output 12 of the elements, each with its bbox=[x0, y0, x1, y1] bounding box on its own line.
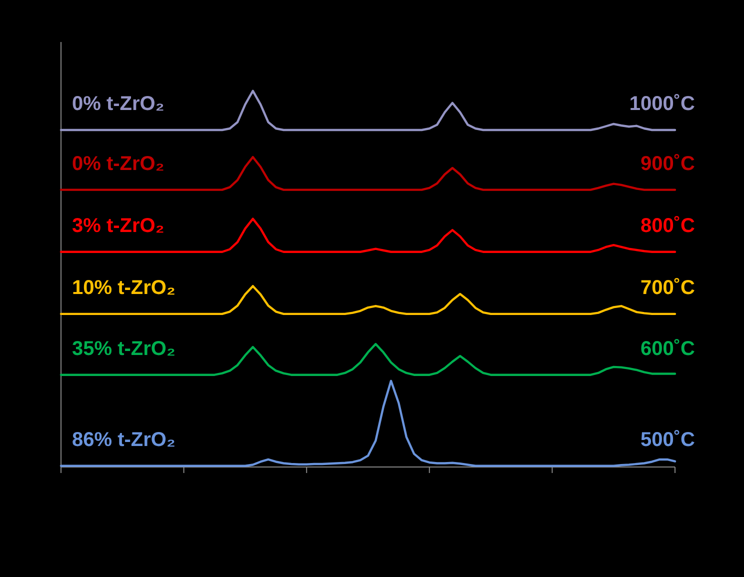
annotation: 0% t-ZrO₂ bbox=[72, 152, 164, 175]
annotation: 0% t-ZrO₂ bbox=[72, 93, 164, 116]
series-label: 600˚C bbox=[640, 338, 695, 360]
annotation: 35% t-ZrO₂ bbox=[72, 338, 176, 360]
series-label: 900˚C bbox=[640, 152, 695, 175]
series-label: 1000˚C bbox=[629, 93, 695, 116]
series-label: 800˚C bbox=[640, 214, 695, 237]
series-label: 700˚C bbox=[640, 276, 695, 299]
annotation: 10% t-ZrO₂ bbox=[72, 276, 176, 299]
annotation: 86% t-ZrO₂ bbox=[72, 428, 176, 451]
series-label: 500˚C bbox=[640, 428, 695, 451]
annotation: 3% t-ZrO₂ bbox=[72, 214, 164, 237]
